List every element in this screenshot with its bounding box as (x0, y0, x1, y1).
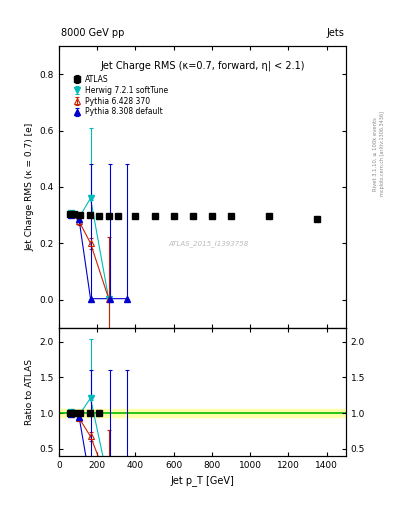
Bar (59, 410, 346, 417)
Text: Jet Charge RMS (κ=0.7, forward, η| < 2.1): Jet Charge RMS (κ=0.7, forward, η| < 2.1… (100, 60, 305, 71)
X-axis label: Jet p_T [GeV]: Jet p_T [GeV] (171, 475, 234, 486)
Y-axis label: Ratio to ATLAS: Ratio to ATLAS (25, 359, 34, 424)
Text: Jets: Jets (326, 28, 344, 38)
Text: ATLAS_2015_I1393758: ATLAS_2015_I1393758 (168, 240, 248, 247)
Text: 8000 GeV pp: 8000 GeV pp (61, 28, 124, 38)
Y-axis label: Jet Charge RMS (κ = 0.7) [e]: Jet Charge RMS (κ = 0.7) [e] (25, 123, 34, 251)
Legend: ATLAS, Herwig 7.2.1 softTune, Pythia 6.428 370, Pythia 8.308 default: ATLAS, Herwig 7.2.1 softTune, Pythia 6.4… (68, 72, 171, 119)
Text: Rivet 3.1.10, ≥ 100k events: Rivet 3.1.10, ≥ 100k events (373, 117, 378, 190)
Text: mcplots.cern.ch [arXiv:1306.3436]: mcplots.cern.ch [arXiv:1306.3436] (380, 111, 385, 196)
